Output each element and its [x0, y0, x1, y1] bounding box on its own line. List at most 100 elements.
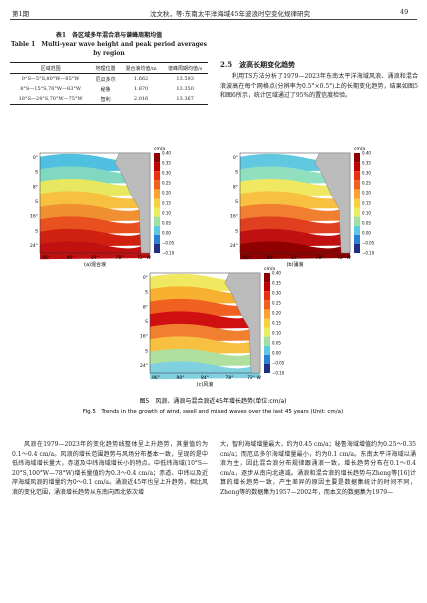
colorbar-tick: 0.25 [362, 181, 371, 186]
lon-label: 96° [152, 375, 160, 381]
colorbar-tick: 0.40 [272, 271, 281, 276]
table-cell: 8°S—15°S,76°W—83°W [20, 86, 82, 92]
colorbar-tick: 0.35 [362, 161, 371, 166]
table-row: 18°S—24°S,70°W—75°W 智利 2.016 13.367 [10, 94, 208, 105]
lon-label: 72° W [337, 255, 351, 261]
colorbar-swatch [154, 153, 160, 163]
header-rule [10, 19, 417, 20]
paragraph: 利用TS方法分析了1979—2023年东南太平洋海域风浪、涌浪和混合浪波高在每个… [220, 73, 418, 99]
colorbar-tick: 0.10 [272, 331, 281, 336]
figure-caption: 图5 风浪、涌浪与混合浪近45年增长趋势(单位:cm/a) [140, 397, 287, 405]
colorbar-unit: cm/a [264, 266, 275, 272]
table-title-en: Table 1 Multi-year wave height and peak … [11, 41, 207, 57]
table-title: 表1 各区域多年混合浪与谱峰周期均值 [55, 32, 163, 39]
colorbar-swatch [264, 336, 270, 346]
colorbar-tick: −0.10 [362, 251, 375, 256]
colorbar-tick: 0.05 [272, 341, 281, 346]
running-title: 沈文秋，等:东南太平洋海域45年波浪时空变化规律研究 [150, 10, 310, 18]
column-header: 地理位置 [91, 62, 120, 74]
colorbar-swatch [354, 207, 360, 217]
colorbar-swatch [154, 162, 160, 172]
figure: cm/a0.400.350.300.250.200.150.100.050.00… [30, 146, 375, 415]
colorbar-tick: 0.20 [162, 191, 171, 196]
lon-label: 90° [267, 255, 275, 261]
colorbar-tick: 0.10 [162, 211, 171, 216]
lat-hemisphere: S [35, 228, 38, 234]
paragraph: 大，智利海域增量最大，约为0.45 cm/a；秘鲁海域增值约为0.25～0.35… [220, 441, 416, 496]
panel-label: (a)混合浪 [84, 261, 106, 268]
table-cell: 18°S—24°S,70°W—75°W [18, 96, 83, 102]
colorbar-swatch [354, 198, 360, 208]
colorbar-swatch [264, 345, 270, 355]
colorbar-tick: 0.35 [162, 161, 171, 166]
lon-label: 78° [116, 255, 124, 261]
colorbar-swatch [154, 225, 160, 235]
column-header: 区域范围 [10, 62, 92, 74]
colorbar-tick: 0.40 [362, 151, 371, 156]
contour-band [240, 240, 350, 260]
lon-label: 72° W [137, 255, 151, 261]
colorbar-tick: 0.30 [272, 291, 281, 296]
lon-label: 84° [201, 375, 209, 381]
colorbar-tick: 0.30 [362, 171, 371, 176]
colorbar-tick: 0.20 [272, 311, 281, 316]
colorbar-swatch [154, 243, 160, 253]
table-cell: 1.870 [133, 86, 149, 92]
lat-hemisphere: S [235, 199, 238, 205]
lat-label: 8° [33, 184, 38, 190]
lat-hemisphere: S [35, 199, 38, 205]
lat-label: 24° [30, 243, 38, 249]
colorbar-tick: 0.10 [362, 211, 371, 216]
lat-hemisphere: S [145, 290, 148, 296]
lon-label: 84° [291, 255, 299, 261]
contour-band [40, 240, 150, 260]
lon-label: 90° [177, 375, 185, 381]
colorbar-swatch [354, 189, 360, 199]
lat-label: 16° [230, 214, 238, 220]
table-cell: 智利 [100, 96, 111, 103]
lon-label: 78° [226, 375, 234, 381]
lat-label: 24° [230, 243, 238, 249]
colorbar-swatch [154, 234, 160, 244]
table-cell: 0°S—5°S,80°W—85°W [21, 76, 80, 82]
colorbar-tick: −0.05 [162, 241, 175, 246]
table: 区域范围 地理位置 混合浪均值/m 谱峰周期均值/s 0°S—5°S,80°W—85°W… [10, 62, 208, 105]
lat-label: 0° [233, 155, 238, 161]
colorbar-tick: −0.10 [162, 251, 175, 256]
lat-label: 8° [233, 184, 238, 190]
table-cell: 2.016 [133, 96, 149, 102]
table-cell: 13.350 [176, 86, 194, 92]
colorbar-swatch [354, 162, 360, 172]
colorbar-swatch [264, 363, 270, 373]
colorbar-swatch [354, 225, 360, 235]
figure-caption-en: Fig.5 Trends in the growth of wind, swel… [83, 409, 343, 415]
lat-label: 0° [143, 275, 148, 281]
colorbar-swatch [154, 180, 160, 190]
lat-hemisphere: S [145, 319, 148, 325]
lat-hemisphere: S [145, 348, 148, 354]
colorbar-swatch [264, 309, 270, 319]
column-header: 谱峰周期均值/s [162, 62, 208, 74]
issue: 第1期 [12, 10, 30, 18]
colorbar-tick: −0.10 [272, 371, 285, 376]
lat-label: 24° [140, 363, 148, 369]
lon-label: 96° [42, 255, 50, 261]
table-cell: 1.662 [133, 76, 149, 82]
colorbar-tick: 0.05 [362, 221, 371, 226]
colorbar-swatch [354, 216, 360, 226]
header-row: 区域范围 地理位置 混合浪均值/m 谱峰周期均值/s [10, 62, 208, 74]
page-number: 49 [400, 8, 409, 16]
contour-band [150, 360, 260, 380]
lon-label: 84° [91, 255, 99, 261]
table-cell: 13.593 [176, 76, 194, 82]
colorbar-unit: cm/a [354, 146, 365, 152]
colorbar-swatch [264, 327, 270, 337]
land [314, 152, 351, 254]
colorbar-swatch [154, 171, 160, 181]
colorbar-swatch [154, 216, 160, 226]
land [114, 152, 151, 254]
lat-label: 16° [140, 334, 148, 340]
colorbar-tick: 0.00 [272, 351, 281, 356]
table-cell: 秘鲁 [100, 86, 111, 93]
